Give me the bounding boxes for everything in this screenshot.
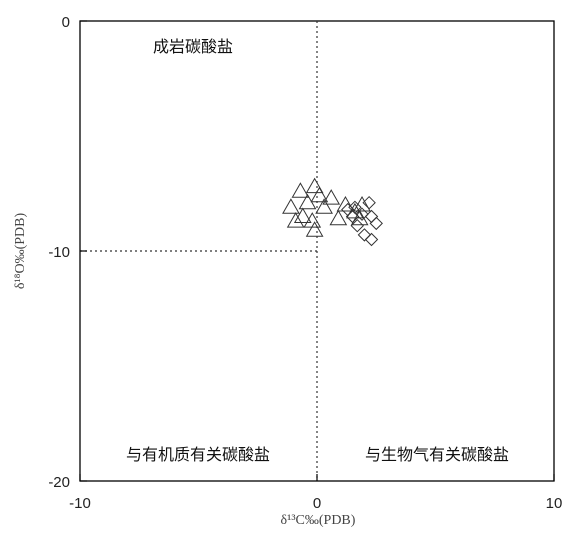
triangle-marker [305, 177, 324, 194]
x-tick-label: 0 [313, 495, 321, 512]
triangle-marker [336, 195, 355, 212]
triangle-marker [315, 198, 333, 214]
diamond-marker [345, 209, 360, 224]
y-tick-label: -10 [48, 244, 70, 261]
diamond-marker [357, 228, 372, 242]
triangle-marker [322, 189, 341, 205]
y-tick-label: 0 [62, 14, 70, 31]
diamond-marker [362, 195, 376, 210]
triangle-marker [291, 182, 310, 198]
region-label-bottom-right: 与生物气有关碳酸盐 [365, 445, 509, 464]
diamond-marker [364, 209, 379, 224]
diamond-marker [350, 218, 364, 233]
triangle-marker [329, 209, 348, 226]
tick-labels: -10 0 10 0 -10 -20 [48, 14, 562, 512]
x-axis-title: δ¹³C‰(PDB) [281, 513, 356, 528]
triangle-marker [282, 198, 300, 214]
x-tick-label: 10 [546, 495, 563, 512]
triangle-marker [298, 193, 317, 210]
triangle-marker [350, 209, 369, 226]
y-tick-label: -20 [48, 474, 70, 491]
region-label-bottom-left: 与有机质有关碳酸盐 [126, 445, 270, 464]
triangle-marker [310, 186, 329, 203]
data-markers [282, 177, 383, 247]
divider-lines [80, 21, 318, 481]
triangle-marker [286, 212, 305, 228]
y-axis-title: δ¹⁸O‰(PDB) [13, 212, 28, 289]
triangle-marker [305, 221, 324, 237]
diamond-marker [369, 216, 383, 231]
x-tick-label: -10 [69, 495, 91, 512]
axis-ticks [79, 20, 555, 482]
diamond-marker [355, 207, 369, 221]
region-label-top: 成岩碳酸盐 [153, 37, 233, 56]
diamond-marker [364, 232, 379, 247]
triangle-marker [293, 207, 312, 223]
